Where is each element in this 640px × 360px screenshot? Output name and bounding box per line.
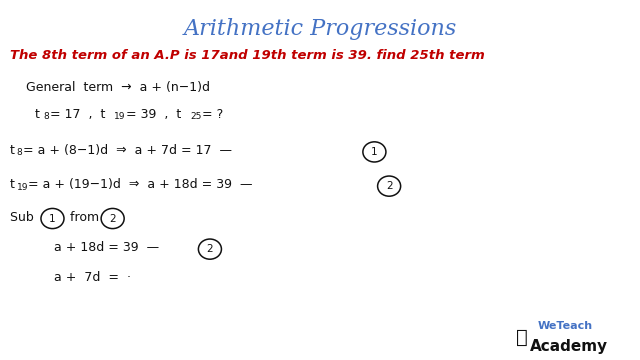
Text: 8: 8: [17, 148, 22, 157]
Text: = 17  ,  t: = 17 , t: [50, 108, 106, 121]
Text: = ?: = ?: [202, 108, 223, 121]
Text: 19: 19: [17, 183, 28, 192]
Text: The 8th term of an A.P is 17and 19th term is 39. find 25th term: The 8th term of an A.P is 17and 19th ter…: [10, 49, 484, 62]
Text: a +  7d  =  ·: a + 7d = ·: [54, 271, 131, 284]
Text: 1: 1: [49, 213, 56, 224]
Text: 25: 25: [190, 112, 202, 121]
Text: WeTeach: WeTeach: [538, 321, 593, 331]
Text: = a + (8−1)d  ⇒  a + 7d = 17  —: = a + (8−1)d ⇒ a + 7d = 17 —: [23, 144, 232, 157]
Text: from: from: [66, 211, 103, 224]
Text: 8: 8: [44, 112, 49, 121]
Text: t: t: [35, 108, 40, 121]
Text: General  term  →  a + (n−1)d: General term → a + (n−1)d: [26, 81, 210, 94]
Text: 🎓: 🎓: [516, 328, 527, 347]
Text: a + 18d = 39  —: a + 18d = 39 —: [54, 241, 168, 254]
Text: = a + (19−1)d  ⇒  a + 18d = 39  —: = a + (19−1)d ⇒ a + 18d = 39 —: [28, 178, 253, 191]
Text: Academy: Academy: [530, 339, 608, 354]
Text: Sub: Sub: [10, 211, 37, 224]
Text: 1: 1: [371, 147, 378, 157]
Text: 2: 2: [109, 213, 116, 224]
Text: = 39  ,  t: = 39 , t: [126, 108, 181, 121]
Text: Arithmetic Progressions: Arithmetic Progressions: [184, 18, 456, 40]
Text: t: t: [10, 144, 15, 157]
Text: 2: 2: [386, 181, 392, 191]
Text: 2: 2: [207, 244, 213, 254]
Text: 19: 19: [114, 112, 125, 121]
Text: t: t: [10, 178, 15, 191]
